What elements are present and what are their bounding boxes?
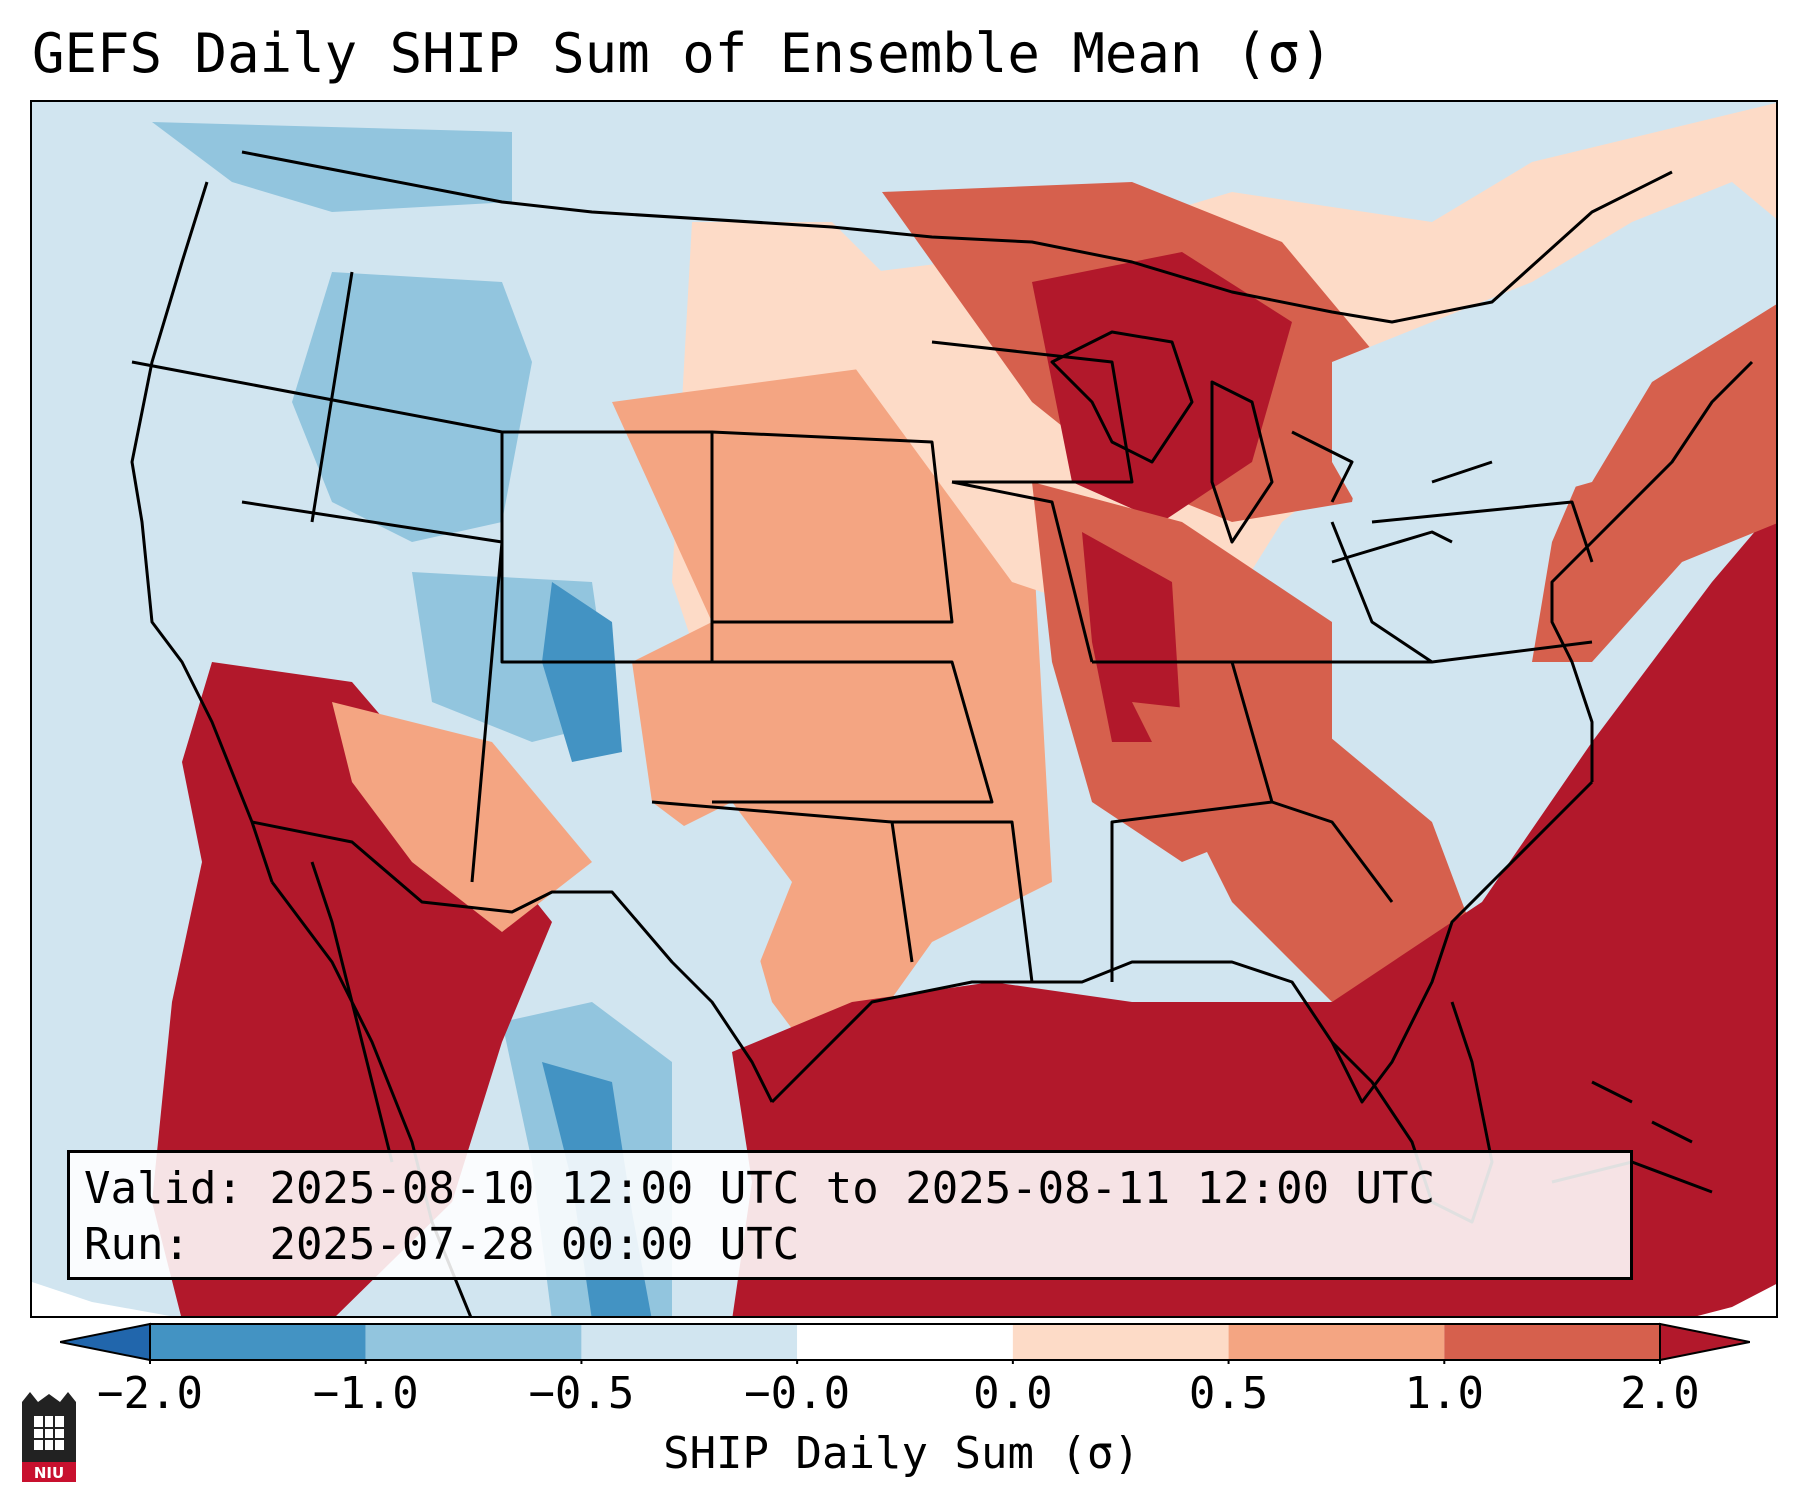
field-patch-pos-11 xyxy=(1532,304,1776,662)
colorbar-tick-label: 2.0 xyxy=(1620,1368,1700,1419)
colorbar-tick-label: −2.0 xyxy=(97,1368,203,1419)
colorbar-tick-label: 1.0 xyxy=(1404,1368,1485,1419)
colorbar-tick-label: −0.5 xyxy=(528,1368,635,1419)
colorbar-bin xyxy=(1228,1324,1445,1360)
map-panel xyxy=(30,100,1778,1318)
colorbar-bin xyxy=(1012,1324,1229,1360)
colorbar-tick-label: 0.5 xyxy=(1188,1368,1269,1419)
run-label: Run: xyxy=(84,1219,190,1270)
field-patch-neg-7 xyxy=(572,802,792,1002)
gulf-coast xyxy=(770,780,1594,1104)
colorbar-extend-high xyxy=(1659,1322,1750,1362)
colorbar-tick-label: −1.0 xyxy=(312,1368,419,1419)
info-box: Valid: 2025-08-10 12:00 UTC to 2025-08-1… xyxy=(67,1150,1633,1280)
map-canvas xyxy=(32,102,1776,1316)
colorbar-bin xyxy=(581,1324,798,1360)
valid-label: Valid: xyxy=(84,1163,243,1214)
colorbar-bin xyxy=(1444,1324,1660,1360)
field-patch-neg-4 xyxy=(542,582,622,762)
colorbar-tick-label: 0.0 xyxy=(973,1368,1053,1419)
colorbar-bin xyxy=(150,1324,366,1360)
state-lines-2 xyxy=(651,430,1034,983)
valid-value: 2025-08-10 12:00 UTC to 2025-08-11 12:00… xyxy=(269,1163,1436,1214)
great-lakes xyxy=(1050,330,1493,564)
state-lines-3 xyxy=(931,340,1593,982)
colorbar-label: SHIP Daily Sum (σ) xyxy=(663,1428,1140,1479)
state-lines-4 xyxy=(1271,500,1594,903)
state-lines-1 xyxy=(131,271,714,883)
logo-text: NIU xyxy=(34,1464,64,1482)
map-title: GEFS Daily SHIP Sum of Ensemble Mean (σ) xyxy=(32,22,1333,85)
map-domain-edge xyxy=(32,1282,170,1316)
west-coast xyxy=(130,181,274,883)
field-patch-neg-8 xyxy=(1332,182,1776,532)
colorbar-frame xyxy=(149,1323,1661,1361)
colorbar xyxy=(60,1322,1750,1364)
field-patch-pos-4 xyxy=(1032,252,1292,522)
field-patch-neg-2 xyxy=(152,122,512,212)
colorbar-tick-label: −0.0 xyxy=(744,1368,851,1419)
niu-logo-icon: NIU xyxy=(22,1392,76,1482)
field-patch-neg-1 xyxy=(292,272,532,542)
field-patch-pos-10 xyxy=(732,506,1776,1316)
field-patch-pos-9 xyxy=(332,702,592,932)
field-patch-pos-6 xyxy=(1082,532,1182,742)
colorbar-bin xyxy=(365,1324,582,1360)
east-coast xyxy=(1550,360,1754,782)
map-domain-edge-right xyxy=(1697,1284,1776,1316)
colorbar-extend-low xyxy=(60,1322,151,1362)
us-mexico-border xyxy=(251,820,774,1103)
colorbar-bin xyxy=(797,1324,1013,1360)
run-value: 2025-07-28 00:00 UTC xyxy=(269,1219,800,1270)
us-canada-border xyxy=(241,150,1673,324)
